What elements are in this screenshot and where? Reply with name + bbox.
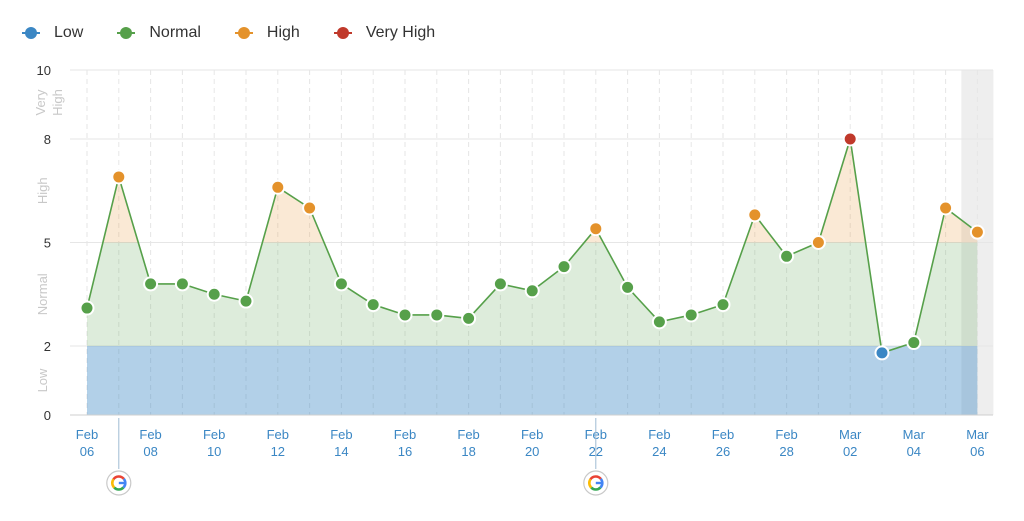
- google-logo-arc: [113, 486, 125, 491]
- x-tick-label-month: Feb: [330, 427, 352, 442]
- x-tick-label-day: 02: [843, 444, 857, 459]
- legend-item-low[interactable]: Low: [22, 24, 83, 42]
- google-logo-arc: [588, 478, 593, 489]
- data-point: [143, 276, 159, 292]
- legend-marker-icon: [22, 27, 40, 39]
- legend-marker-icon: [117, 27, 136, 39]
- x-tick-label-month: Feb: [139, 427, 161, 442]
- x-tick-label-month: Feb: [267, 427, 289, 442]
- x-tick-label-month: Mar: [903, 427, 926, 442]
- data-point: [556, 259, 572, 275]
- legend-label: Very High: [365, 24, 436, 41]
- x-tick-label-day: 10: [207, 444, 221, 459]
- data-point: [938, 200, 954, 216]
- google-logo-arc: [112, 475, 125, 481]
- data-point: [429, 307, 445, 323]
- band-label: Very: [33, 89, 48, 116]
- data-point: [810, 235, 826, 250]
- y-tick-label: 5: [44, 236, 51, 251]
- data-point: [492, 276, 508, 292]
- y-tick-label: 0: [44, 408, 51, 423]
- x-tick-label-month: Feb: [648, 427, 670, 442]
- google-logo-arc: [589, 475, 602, 481]
- x-tick-label-month: Mar: [966, 427, 989, 442]
- data-point: [365, 297, 381, 313]
- google-logo-arc: [111, 478, 116, 489]
- legend-item-normal[interactable]: Normal: [117, 24, 201, 42]
- x-tick-label-day: 26: [716, 444, 730, 459]
- data-point: [174, 276, 190, 292]
- x-tick-label-month: Mar: [839, 427, 862, 442]
- data-point: [620, 279, 636, 295]
- data-point: [333, 276, 349, 292]
- band-label: High: [50, 89, 65, 116]
- legend-marker-icon: [234, 27, 253, 39]
- data-point: [524, 283, 540, 299]
- data-point: [79, 300, 95, 316]
- google-logo-icon: [588, 475, 604, 491]
- band-label: Normal: [35, 273, 50, 315]
- data-point: [779, 248, 795, 264]
- x-tick-label-day: 24: [652, 444, 666, 459]
- legend-label: Low: [54, 24, 84, 41]
- data-point: [588, 221, 604, 237]
- x-tick-label-month: Feb: [521, 427, 543, 442]
- x-tick-label-day: 20: [525, 444, 539, 459]
- data-point: [651, 314, 667, 330]
- legend-item-high[interactable]: High: [234, 24, 300, 42]
- data-point: [969, 224, 985, 240]
- data-point: [842, 131, 858, 147]
- data-point: [715, 297, 731, 313]
- google-logo-icon: [111, 475, 127, 491]
- legend-label: Normal: [149, 24, 201, 41]
- x-tick-label-month: Feb: [775, 427, 797, 442]
- low-band-background: [87, 346, 978, 415]
- data-point: [461, 310, 477, 326]
- x-tick-label-day: 06: [80, 444, 94, 459]
- data-point: [270, 179, 286, 195]
- x-tick-label-month: Feb: [203, 427, 225, 442]
- data-point: [302, 200, 318, 216]
- x-tick-label-month: Feb: [394, 427, 416, 442]
- x-tick-label-month: Feb: [457, 427, 479, 442]
- band-label: High: [35, 177, 50, 204]
- x-tick-label-day: 28: [779, 444, 793, 459]
- data-point: [111, 169, 127, 185]
- band-label: Low: [35, 368, 50, 392]
- data-point: [747, 207, 763, 223]
- data-point: [874, 345, 890, 361]
- x-tick-label-day: 12: [271, 444, 285, 459]
- y-tick-label: 2: [44, 339, 51, 354]
- data-point: [206, 286, 222, 302]
- x-tick-label-day: 18: [461, 444, 475, 459]
- chart-legend: Low Normal High Very High: [22, 20, 469, 46]
- data-point: [397, 307, 413, 323]
- y-tick-label: 10: [37, 63, 51, 78]
- data-point: [683, 307, 699, 323]
- y-tick-label: 8: [44, 132, 51, 147]
- google-logo-arc: [590, 486, 602, 491]
- x-tick-label-day: 06: [970, 444, 984, 459]
- data-point: [906, 335, 922, 351]
- x-tick-label-month: Feb: [76, 427, 98, 442]
- legend-label: High: [266, 24, 300, 41]
- band-fill-low: [87, 346, 978, 415]
- x-tick-label-month: Feb: [712, 427, 734, 442]
- data-point: [238, 293, 254, 309]
- x-tick-label-day: 04: [907, 444, 921, 459]
- x-tick-label-day: 16: [398, 444, 412, 459]
- x-tick-label-day: 14: [334, 444, 348, 459]
- legend-marker-icon: [333, 27, 352, 39]
- legend-item-very-high[interactable]: Very High: [333, 24, 436, 42]
- x-tick-label-day: 08: [143, 444, 157, 459]
